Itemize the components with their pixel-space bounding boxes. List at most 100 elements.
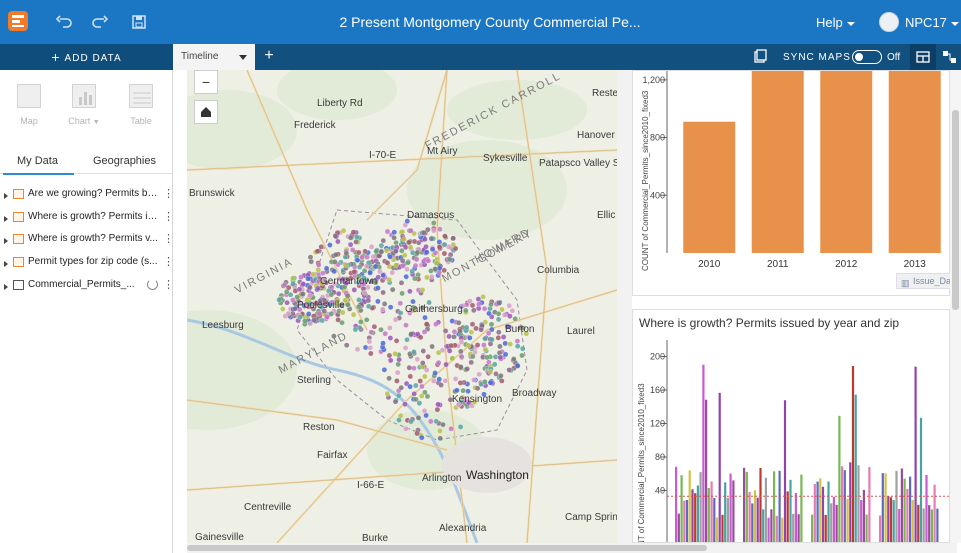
tab-my-data[interactable]: My Data <box>3 155 74 175</box>
park-area <box>447 80 587 140</box>
bar <box>781 517 784 542</box>
bar <box>756 497 759 542</box>
permit-point <box>403 273 409 280</box>
scrollbar-thumb[interactable] <box>187 545 707 551</box>
permit-point <box>290 275 296 281</box>
expand-icon[interactable] <box>4 283 8 290</box>
sync-state-label: Off <box>887 52 901 63</box>
permit-point <box>507 341 513 347</box>
list-item[interactable]: Where is growth? Permits is... ⋮ <box>0 209 174 232</box>
permit-point <box>471 399 478 405</box>
permit-point <box>380 289 386 296</box>
permit-point <box>404 336 410 343</box>
bar <box>816 481 819 542</box>
map-label: Centreville <box>244 502 292 513</box>
permit-point <box>499 306 505 313</box>
permit-point <box>331 280 338 287</box>
map-viz-button[interactable]: Map <box>9 84 49 126</box>
app-header: 2 Present Montgomery County Commercial P… <box>0 0 961 44</box>
permit-point <box>416 400 423 406</box>
bar <box>778 470 781 542</box>
table-viz-button[interactable]: Table <box>121 84 161 126</box>
permit-point <box>419 287 426 293</box>
permit-point <box>412 275 418 282</box>
bar <box>917 504 920 542</box>
undo-icon[interactable] <box>54 12 74 32</box>
permit-point <box>438 382 444 388</box>
list-item[interactable]: Commercial_Permits_... ⋮ <box>0 277 174 300</box>
permit-point <box>423 412 429 419</box>
more-options-icon[interactable]: ⋮ <box>163 210 174 223</box>
permit-point <box>407 383 413 390</box>
expand-icon[interactable] <box>4 215 8 222</box>
list-item[interactable]: Permit types for zip code (s... ⋮ <box>0 254 174 277</box>
scrollbar-thumb[interactable] <box>952 110 959 310</box>
list-item[interactable]: Are we growing? Permits by... ⋮ <box>0 186 174 209</box>
chart-card-years[interactable]: 400 800 1,200 2010 2011 2012 2013 COUNT of Com… <box>632 70 950 296</box>
vertical-scrollbar[interactable] <box>950 70 961 543</box>
avatar[interactable] <box>879 12 899 32</box>
save-icon[interactable] <box>129 12 149 32</box>
add-data-button[interactable]: + ADD DATA <box>0 44 173 70</box>
page-tab-timeline[interactable]: Timeline <box>173 44 255 70</box>
share-icon[interactable] <box>936 44 961 70</box>
more-options-icon[interactable]: ⋮ <box>163 256 174 269</box>
permit-point <box>328 311 335 317</box>
permit-point <box>411 365 417 371</box>
redo-icon[interactable] <box>90 12 110 32</box>
user-menu[interactable]: NPC17 <box>905 15 959 30</box>
chart-card-zip[interactable]: Where is growth? Permits issued by year … <box>632 309 950 543</box>
chevron-down-icon[interactable] <box>239 55 247 60</box>
issue-date-chip[interactable]: ▥ Issue_Da <box>896 273 952 289</box>
bar-chart-zip[interactable]: 40 80 120 160 200 <box>633 310 950 543</box>
bar <box>865 514 868 542</box>
viz-label: Map <box>20 116 38 126</box>
expand-icon[interactable] <box>4 261 8 268</box>
tab-geographies[interactable]: Geographies <box>93 155 156 167</box>
permit-point <box>429 343 435 350</box>
permit-point <box>361 268 368 274</box>
add-page-button[interactable]: + <box>264 47 274 64</box>
map-label: Reste <box>592 88 617 99</box>
expand-icon[interactable] <box>4 238 8 245</box>
help-menu[interactable]: Help <box>816 15 855 30</box>
road-edge <box>187 149 617 171</box>
panel-tabs: My Data Geographies <box>0 150 173 175</box>
basemap-icon[interactable] <box>747 44 773 70</box>
permit-point <box>486 310 492 317</box>
permit-point <box>514 343 521 349</box>
bar <box>721 514 724 542</box>
insights-logo[interactable] <box>6 9 30 33</box>
loading-spinner-icon <box>147 278 158 290</box>
urban-area <box>442 437 532 493</box>
more-options-icon[interactable]: ⋮ <box>163 278 174 291</box>
permit-point <box>393 248 399 254</box>
permit-point <box>423 243 429 250</box>
more-options-icon[interactable]: ⋮ <box>163 188 174 200</box>
bar-chart-years[interactable]: 400 800 1,200 2010 2011 2012 2013 <box>633 71 950 296</box>
list-item[interactable]: Where is growth? Permits v... ⋮ <box>0 231 174 254</box>
zoom-out-button[interactable]: − <box>194 70 218 94</box>
permit-point <box>400 262 406 269</box>
more-options-icon[interactable]: ⋮ <box>163 233 174 246</box>
permit-point <box>358 319 364 325</box>
expand-icon[interactable] <box>4 193 8 199</box>
permit-point <box>419 383 425 390</box>
chart-viz-button[interactable]: Chart ▼ <box>64 84 104 126</box>
permit-point <box>365 297 372 304</box>
bar <box>753 490 757 542</box>
map-view[interactable]: Frederick Liberty Rd FREDERICK CARROLL Mt A… <box>187 70 617 543</box>
home-button[interactable] <box>194 100 218 124</box>
y-axis-label: COUNT of Commercial_Permits_since2010_fi… <box>641 90 650 271</box>
permit-point <box>307 292 313 299</box>
map-canvas[interactable] <box>187 70 617 543</box>
map-label: I-66-E <box>357 480 385 491</box>
sync-maps-toggle[interactable] <box>852 50 882 64</box>
permit-point <box>411 349 417 355</box>
permit-point <box>433 321 439 327</box>
map-label: Ellic <box>597 210 616 221</box>
horizontal-scrollbar[interactable] <box>187 543 957 553</box>
layout-icon[interactable] <box>910 44 936 70</box>
permit-point <box>287 291 294 298</box>
permit-point <box>463 324 470 331</box>
